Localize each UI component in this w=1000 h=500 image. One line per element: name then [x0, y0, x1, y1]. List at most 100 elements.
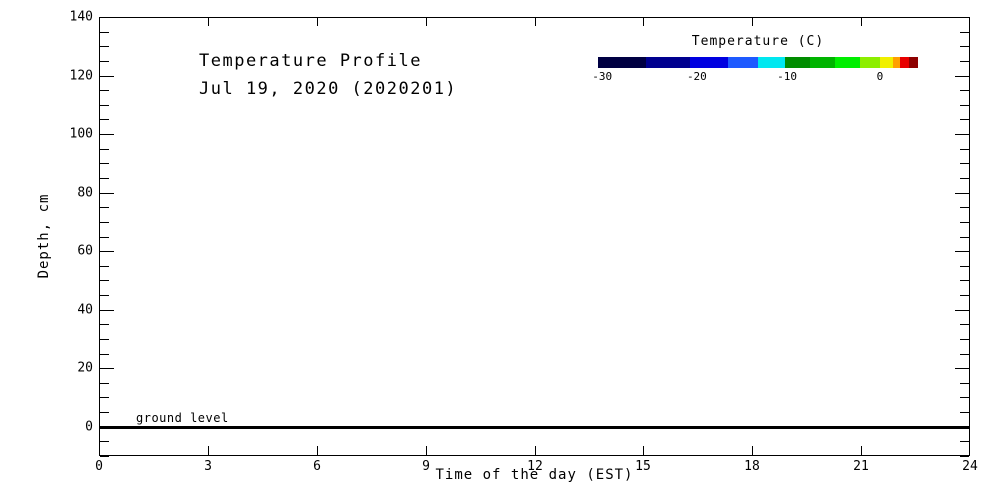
axis-tick	[960, 397, 969, 398]
tick-label: 18	[744, 459, 760, 474]
axis-tick	[960, 32, 969, 33]
axis-tick	[960, 222, 969, 223]
axis-tick	[100, 193, 114, 194]
tick-label: 100	[69, 126, 93, 142]
axis-tick	[955, 17, 969, 18]
axis-tick	[643, 18, 644, 26]
tick-label: 6	[313, 459, 321, 474]
axis-tick	[100, 456, 109, 457]
axis-tick	[100, 90, 109, 91]
colorbar-tick-label: 0	[876, 70, 884, 83]
axis-tick	[955, 193, 969, 194]
chart-subtitle: Jul 19, 2020 (2020201)	[199, 79, 458, 99]
axis-tick	[208, 18, 209, 26]
tick-label: 60	[77, 243, 93, 259]
axis-tick	[100, 46, 109, 47]
axis-tick	[752, 446, 753, 455]
tick-label: 140	[69, 9, 93, 25]
tick-label: 80	[77, 185, 93, 201]
axis-tick	[100, 207, 109, 208]
axis-tick	[100, 163, 109, 164]
tick-label: 0	[95, 459, 103, 474]
axis-tick	[960, 295, 969, 296]
colorbar-tick-label: -20	[686, 70, 707, 83]
axis-tick	[100, 32, 109, 33]
axis-tick	[960, 149, 969, 150]
axis-tick	[955, 251, 969, 252]
axis-tick	[955, 310, 969, 311]
axis-tick	[955, 368, 969, 369]
x-axis-label: Time of the day (EST)	[435, 467, 634, 483]
tick-label: 0	[85, 419, 93, 435]
axis-tick	[960, 61, 969, 62]
colorbar-gradient	[598, 57, 918, 68]
axis-tick	[100, 324, 109, 325]
axis-tick	[100, 61, 109, 62]
tick-label: 40	[77, 302, 93, 318]
axis-tick	[960, 339, 969, 340]
axis-tick	[960, 354, 969, 355]
chart-title-block: Temperature Profile Jul 19, 2020 (202020…	[199, 47, 457, 103]
axis-tick	[426, 18, 427, 26]
ground-level-label: ground level	[136, 411, 229, 425]
axis-tick	[100, 134, 114, 135]
tick-label: 12	[527, 459, 543, 474]
axis-tick	[960, 207, 969, 208]
axis-tick	[643, 446, 644, 455]
axis-tick	[955, 134, 969, 135]
axis-tick	[955, 427, 969, 428]
axis-tick	[100, 251, 114, 252]
axis-tick	[100, 17, 114, 18]
tick-label: 21	[853, 459, 869, 474]
axis-tick	[960, 266, 969, 267]
axis-tick	[100, 368, 114, 369]
axis-tick	[960, 456, 969, 457]
y-axis-label: Depth, cm	[36, 193, 52, 279]
axis-tick	[960, 383, 969, 384]
axis-tick	[100, 237, 109, 238]
axis-tick	[960, 105, 969, 106]
tick-label: 15	[635, 459, 651, 474]
plot-area: ground level	[99, 17, 970, 456]
tick-label: 20	[77, 360, 93, 376]
axis-tick	[100, 295, 109, 296]
axis-tick	[100, 222, 109, 223]
axis-tick	[861, 446, 862, 455]
axis-tick	[100, 339, 109, 340]
axis-tick	[960, 46, 969, 47]
axis-tick	[208, 446, 209, 455]
axis-tick	[535, 18, 536, 26]
axis-tick	[100, 427, 114, 428]
axis-tick	[960, 280, 969, 281]
axis-tick	[100, 119, 109, 120]
axis-tick	[960, 412, 969, 413]
axis-tick	[317, 446, 318, 455]
axis-tick	[100, 266, 109, 267]
colorbar-tick-label: -30	[592, 70, 613, 83]
axis-tick	[100, 441, 109, 442]
colorbar-tick-label: -10	[777, 70, 798, 83]
axis-tick	[960, 178, 969, 179]
axis-tick	[960, 90, 969, 91]
axis-tick	[100, 397, 109, 398]
tick-label: 120	[69, 68, 93, 84]
axis-tick	[960, 441, 969, 442]
axis-tick	[861, 18, 862, 26]
axis-tick	[960, 119, 969, 120]
axis-tick	[100, 178, 109, 179]
axis-tick	[100, 383, 109, 384]
axis-tick	[960, 324, 969, 325]
axis-tick	[100, 310, 114, 311]
ground-level-line	[100, 426, 969, 429]
axis-tick	[100, 149, 109, 150]
axis-tick	[317, 18, 318, 26]
axis-tick	[960, 237, 969, 238]
colorbar-title: Temperature (C)	[691, 34, 825, 49]
tick-label: 9	[422, 459, 430, 474]
chart-title: Temperature Profile	[199, 51, 422, 71]
axis-tick	[100, 280, 109, 281]
axis-tick	[752, 18, 753, 26]
tick-label: 3	[204, 459, 212, 474]
axis-tick	[535, 446, 536, 455]
